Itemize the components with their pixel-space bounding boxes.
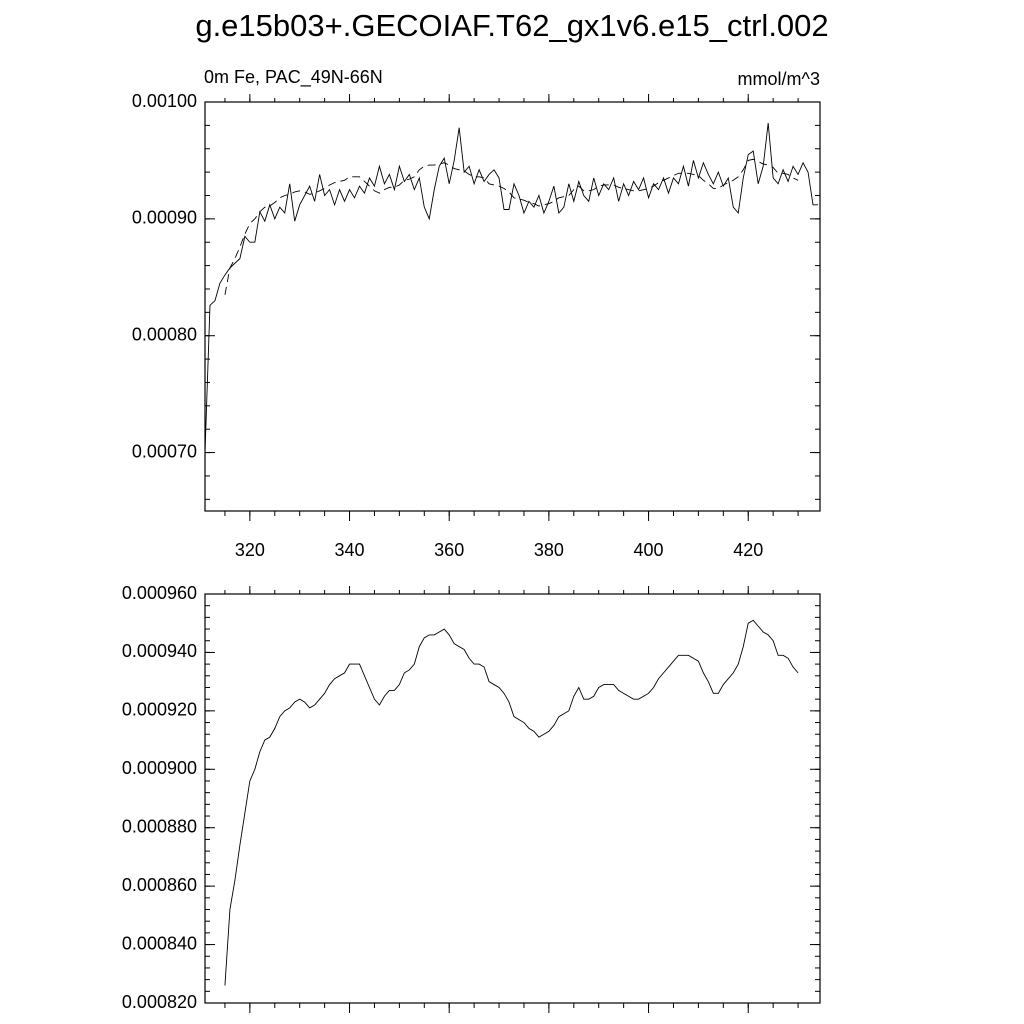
y-tick-label: 0.00090 (132, 208, 197, 228)
y-tick-label: 0.00070 (132, 441, 197, 461)
y-tick-label: 0.000840 (122, 933, 197, 953)
data-line (224, 619, 799, 986)
y-tick-label: 0.000880 (122, 816, 197, 836)
x-tick-label: 380 (534, 540, 564, 560)
subtitle-right: mmol/m^3 (738, 69, 820, 89)
x-tick-label: 420 (733, 540, 763, 560)
y-tick-label: 0.000900 (122, 758, 197, 778)
y-tick-label: 0.00100 (132, 91, 197, 111)
subtitle-left: 0m Fe, PAC_49N-66N (204, 67, 383, 88)
x-tick-label: 320 (235, 540, 265, 560)
y-tick-label: 0.000960 (122, 583, 197, 603)
x-tick-label: 340 (335, 540, 365, 560)
x-tick-label: 400 (634, 540, 664, 560)
y-tick-label: 0.00080 (132, 324, 197, 344)
plot-frame (204, 593, 821, 1004)
plot-frame (204, 101, 821, 512)
data-line (204, 122, 819, 453)
y-tick-label: 0.000940 (122, 641, 197, 661)
y-tick-label: 0.000820 (122, 992, 197, 1012)
figure-title: g.e15b03+.GECOIAF.T62_gx1v6.e15_ctrl.002 (195, 8, 828, 43)
y-tick-label: 0.000860 (122, 875, 197, 895)
data-line (224, 158, 799, 295)
x-tick-label: 360 (434, 540, 464, 560)
y-tick-label: 0.000920 (122, 700, 197, 720)
